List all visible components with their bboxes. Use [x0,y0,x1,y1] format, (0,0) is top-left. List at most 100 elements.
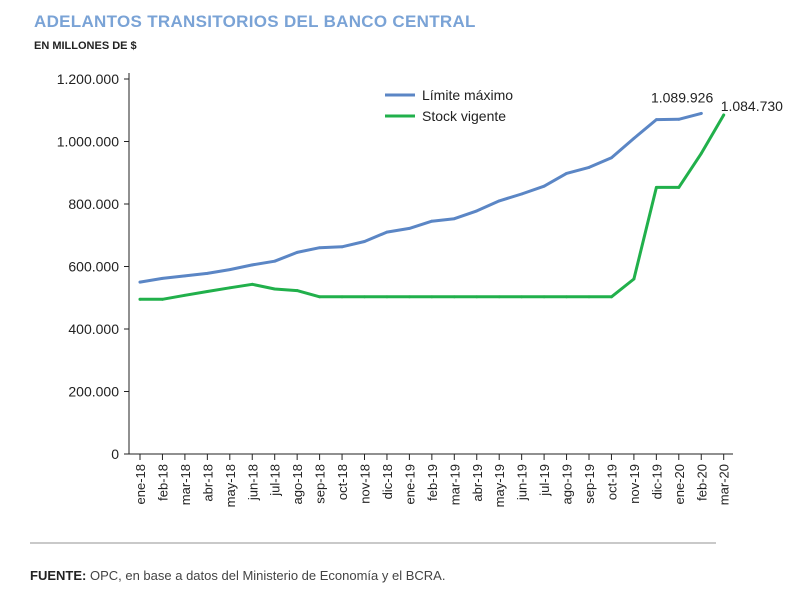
chart-title: ADELANTOS TRANSITORIOS DEL BANCO CENTRAL [34,12,476,31]
series-line-limite-maximo [138,111,703,284]
x-tick-label: jun-18 [245,464,260,501]
data-point-limite [587,166,591,169]
data-point-stock [587,295,591,299]
source-note: FUENTE: OPC, en base a datos del Ministe… [30,568,445,583]
chart-subtitle: EN MILLONES DE $ [34,40,137,52]
data-point-stock [183,293,187,297]
data-point-stock [408,295,411,299]
data-point-stock [565,295,568,299]
x-tick-label: sep-19 [582,464,597,504]
data-point-limite [273,259,277,263]
chart-legend: Límite máximo Stock vigente [385,87,513,124]
y-tick-label: 1.200.000 [57,71,119,87]
x-tick-label: feb-20 [694,464,709,501]
data-point-stock [318,295,321,299]
y-tick-label: 200.000 [68,384,119,400]
data-point-limite [654,118,658,122]
data-point-limite [565,171,568,175]
data-point-stock [542,295,546,299]
data-point-stock [273,287,277,291]
series-line-stock-vigente [138,113,726,301]
data-point-stock [654,186,658,189]
data-point-limite [183,274,187,278]
data-point-stock [610,295,613,299]
x-tick-label: abr-18 [200,464,215,502]
data-point-stock [430,295,434,299]
data-point-stock [497,295,501,299]
data-label-limite: 1.089.926 [651,89,713,105]
data-point-limite [138,280,142,284]
legend-label: Límite máximo [422,87,513,103]
data-point-stock [205,290,209,293]
x-tick-label: sep-18 [313,464,328,504]
data-point-limite [497,199,501,203]
data-point-limite [205,271,209,275]
chart-lines [138,111,726,301]
data-point-limite [542,184,546,188]
legend-label: Stock vigente [422,108,506,124]
data-point-limite [340,245,344,249]
x-tick-label: ene-20 [672,464,687,504]
data-label-stock: 1.084.730 [721,98,783,114]
x-tick-label: abr-19 [470,464,485,502]
data-point-stock [363,295,366,299]
data-point-limite [385,230,389,234]
data-point-stock [250,282,254,286]
data-point-limite [677,117,681,121]
data-point-limite [699,111,703,115]
data-point-stock [722,113,726,117]
data-point-limite [363,240,366,243]
y-tick-label: 800.000 [68,196,119,212]
line-chart: 0 200.000 400.000 600.000 800.000 1.000.000 1.… [57,71,783,507]
data-point-limite [161,276,164,280]
x-tick-label: may-18 [223,464,238,507]
x-tick-label: dic-19 [649,464,664,499]
footer-divider [30,542,716,544]
data-point-stock [699,151,703,155]
data-point-limite [452,217,456,221]
data-point-limite [610,156,613,160]
x-tick-label: oct-19 [604,464,619,500]
data-point-stock [677,186,681,189]
x-tick-label: oct-18 [335,464,350,500]
x-tick-label: nov-18 [358,464,373,504]
x-tick-label: feb-18 [155,464,170,501]
y-tick-label: 600.000 [68,259,119,275]
x-tick-label: dic-18 [380,464,395,499]
source-text: OPC, en base a datos del Ministerio de E… [86,568,446,583]
data-point-stock [520,295,524,299]
source-label: FUENTE: [30,568,87,583]
data-point-stock [632,277,636,281]
data-point-limite [430,219,434,223]
data-point-stock [385,295,389,299]
x-tick-label: ene-18 [133,464,148,504]
x-tick-label: jul-18 [268,464,283,497]
x-tick-label: nov-19 [627,464,642,504]
y-tick-label: 400.000 [68,321,119,337]
data-point-limite [228,268,232,272]
chart-data-labels: 1.089.926 1.084.730 [651,89,783,114]
data-point-limite [520,192,524,196]
x-tick-label: ago-18 [290,464,305,504]
data-point-stock [295,289,299,292]
x-tick-label: mar-19 [447,464,462,505]
chart-axes: 0 200.000 400.000 600.000 800.000 1.000.000 1.… [57,71,733,507]
data-point-limite [632,136,636,140]
data-point-limite [408,226,411,230]
data-point-stock [475,295,479,299]
data-point-limite [295,251,299,254]
data-point-stock [452,295,456,299]
y-tick-label: 0 [111,446,119,462]
x-tick-label: mar-18 [178,464,193,505]
x-tick-label: feb-19 [425,464,440,501]
y-tick-label: 1.000.000 [57,134,119,150]
data-point-stock [228,286,232,290]
data-point-limite [318,246,321,250]
data-point-stock [161,297,164,301]
x-tick-label: mar-20 [717,464,732,505]
data-point-stock [138,297,142,301]
x-tick-label: jun-19 [515,464,530,501]
data-point-limite [250,263,254,267]
x-tick-label: ene-19 [402,464,417,504]
data-point-limite [475,209,479,213]
